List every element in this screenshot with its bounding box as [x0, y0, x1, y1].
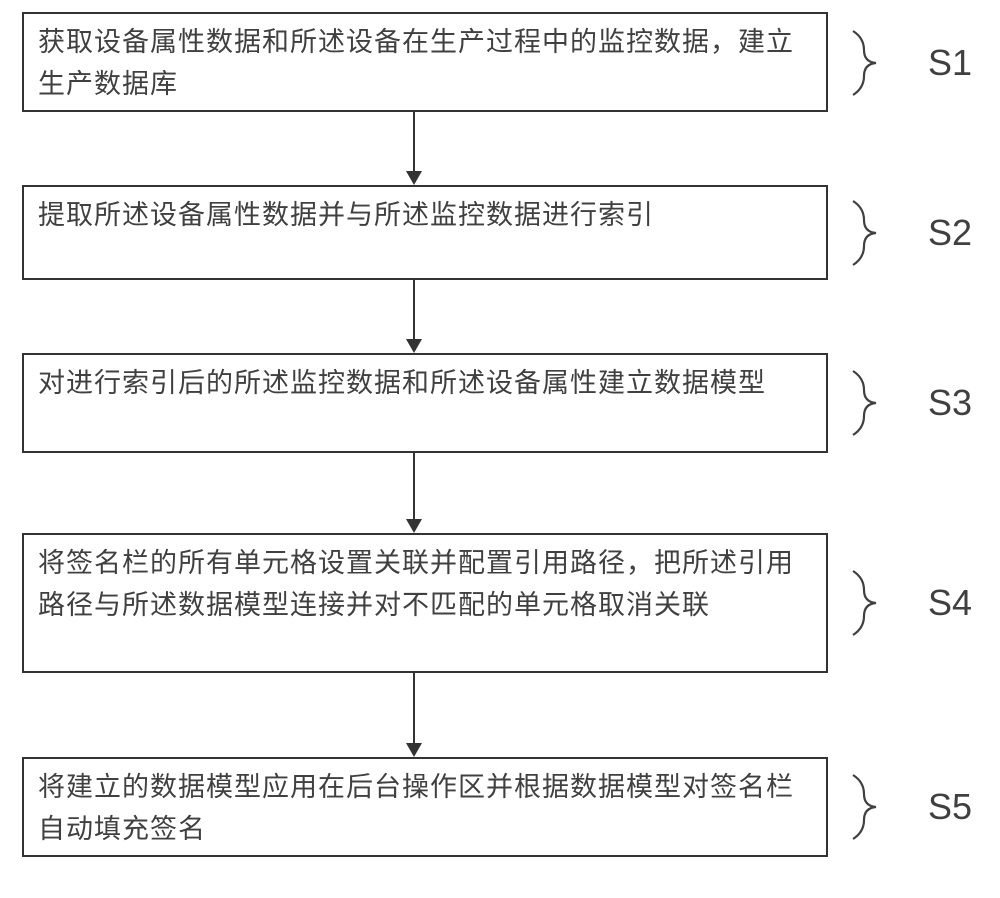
- step-label-s5: S5: [928, 786, 972, 828]
- brace-icon: [850, 368, 894, 438]
- brace-icon: [850, 568, 894, 638]
- step-label-s4: S4: [928, 582, 972, 624]
- arrow-line: [413, 112, 415, 171]
- step-label-s3: S3: [928, 382, 972, 424]
- brace-icon: [850, 28, 894, 98]
- step-label-s1: S1: [928, 42, 972, 84]
- arrow-head-icon: [406, 171, 422, 185]
- arrow-head-icon: [406, 339, 422, 353]
- arrow-line: [413, 673, 415, 743]
- flow-step-text: 提取所述设备属性数据并与所述监控数据进行索引: [38, 200, 654, 230]
- step-label-s2: S2: [928, 212, 972, 254]
- brace-icon: [850, 198, 894, 268]
- flow-step-s1: 获取设备属性数据和所述设备在生产过程中的监控数据，建立生产数据库: [22, 12, 828, 112]
- flow-step-s2: 提取所述设备属性数据并与所述监控数据进行索引: [22, 185, 828, 280]
- flow-step-text: 将建立的数据模型应用在后台操作区并根据数据模型对签名栏自动填充签名: [38, 772, 794, 844]
- flow-step-s3: 对进行索引后的所述监控数据和所述设备属性建立数据模型: [22, 353, 828, 453]
- flow-step-text: 获取设备属性数据和所述设备在生产过程中的监控数据，建立生产数据库: [38, 27, 794, 99]
- arrow-head-icon: [406, 743, 422, 757]
- arrow-line: [413, 280, 415, 339]
- arrow-head-icon: [406, 519, 422, 533]
- flow-step-text: 将签名栏的所有单元格设置关联并配置引用路径，把所述引用路径与所述数据模型连接并对…: [38, 548, 794, 620]
- flow-step-text: 对进行索引后的所述监控数据和所述设备属性建立数据模型: [38, 368, 766, 398]
- flow-step-s4: 将签名栏的所有单元格设置关联并配置引用路径，把所述引用路径与所述数据模型连接并对…: [22, 533, 828, 673]
- flow-step-s5: 将建立的数据模型应用在后台操作区并根据数据模型对签名栏自动填充签名: [22, 757, 828, 857]
- arrow-line: [413, 453, 415, 519]
- brace-icon: [850, 772, 894, 842]
